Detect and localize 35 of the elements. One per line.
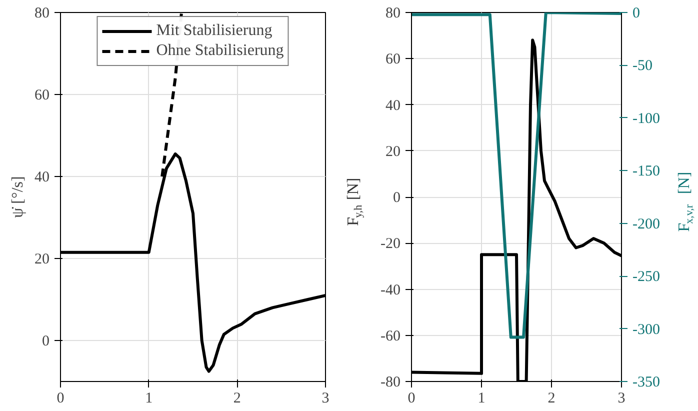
y2-tick-label: -350 [632, 374, 660, 390]
y-tick-label: 20 [34, 252, 50, 268]
y-axis-title: ψ̇ [°/s] [10, 176, 26, 218]
x-tick-label: 2 [233, 390, 241, 406]
y2-tick-label: -250 [632, 269, 660, 286]
y2-axis-title: Fx,v,r [N] [676, 172, 696, 232]
y-tick-label: 20 [386, 144, 400, 160]
y-axis-title: Fy,h [N] [345, 178, 364, 226]
y-tick-label: 80 [34, 6, 50, 22]
y-tick-label: 40 [386, 98, 400, 114]
x-tick-label: 3 [618, 390, 626, 406]
y-tick-label: 60 [386, 52, 400, 68]
x-tick-label: 2 [548, 390, 556, 406]
y-tick-label: -20 [380, 236, 401, 252]
x-tick-label: 0 [56, 390, 64, 406]
x-tick-label: 1 [145, 390, 153, 406]
y-tick-label: -80 [380, 374, 401, 390]
y2-tick-label: -150 [632, 164, 660, 180]
x-tick-label: 0 [408, 390, 416, 406]
y-tick-label: -40 [380, 282, 401, 298]
y-tick-label: 60 [34, 88, 50, 104]
y-tick-label: -60 [380, 328, 401, 344]
x-tick-label: 3 [322, 390, 330, 406]
y2-tick-label: -200 [632, 216, 660, 232]
x-tick-label: 1 [478, 390, 486, 406]
legend-label: Mit Stabilisierung [156, 22, 272, 40]
y-tick-label: 40 [34, 170, 50, 186]
y2-tick-label: -50 [632, 58, 652, 74]
y-tick-label: 0 [393, 190, 400, 206]
y-tick-label: 0 [42, 334, 50, 350]
y2-tick-label: -100 [632, 110, 660, 127]
y2-tick-label: -300 [632, 322, 660, 338]
y-tick-label: 80 [386, 6, 400, 22]
legend-label: Ohne Stabilisierung [156, 42, 284, 60]
y2-tick-label: 0 [632, 6, 640, 22]
